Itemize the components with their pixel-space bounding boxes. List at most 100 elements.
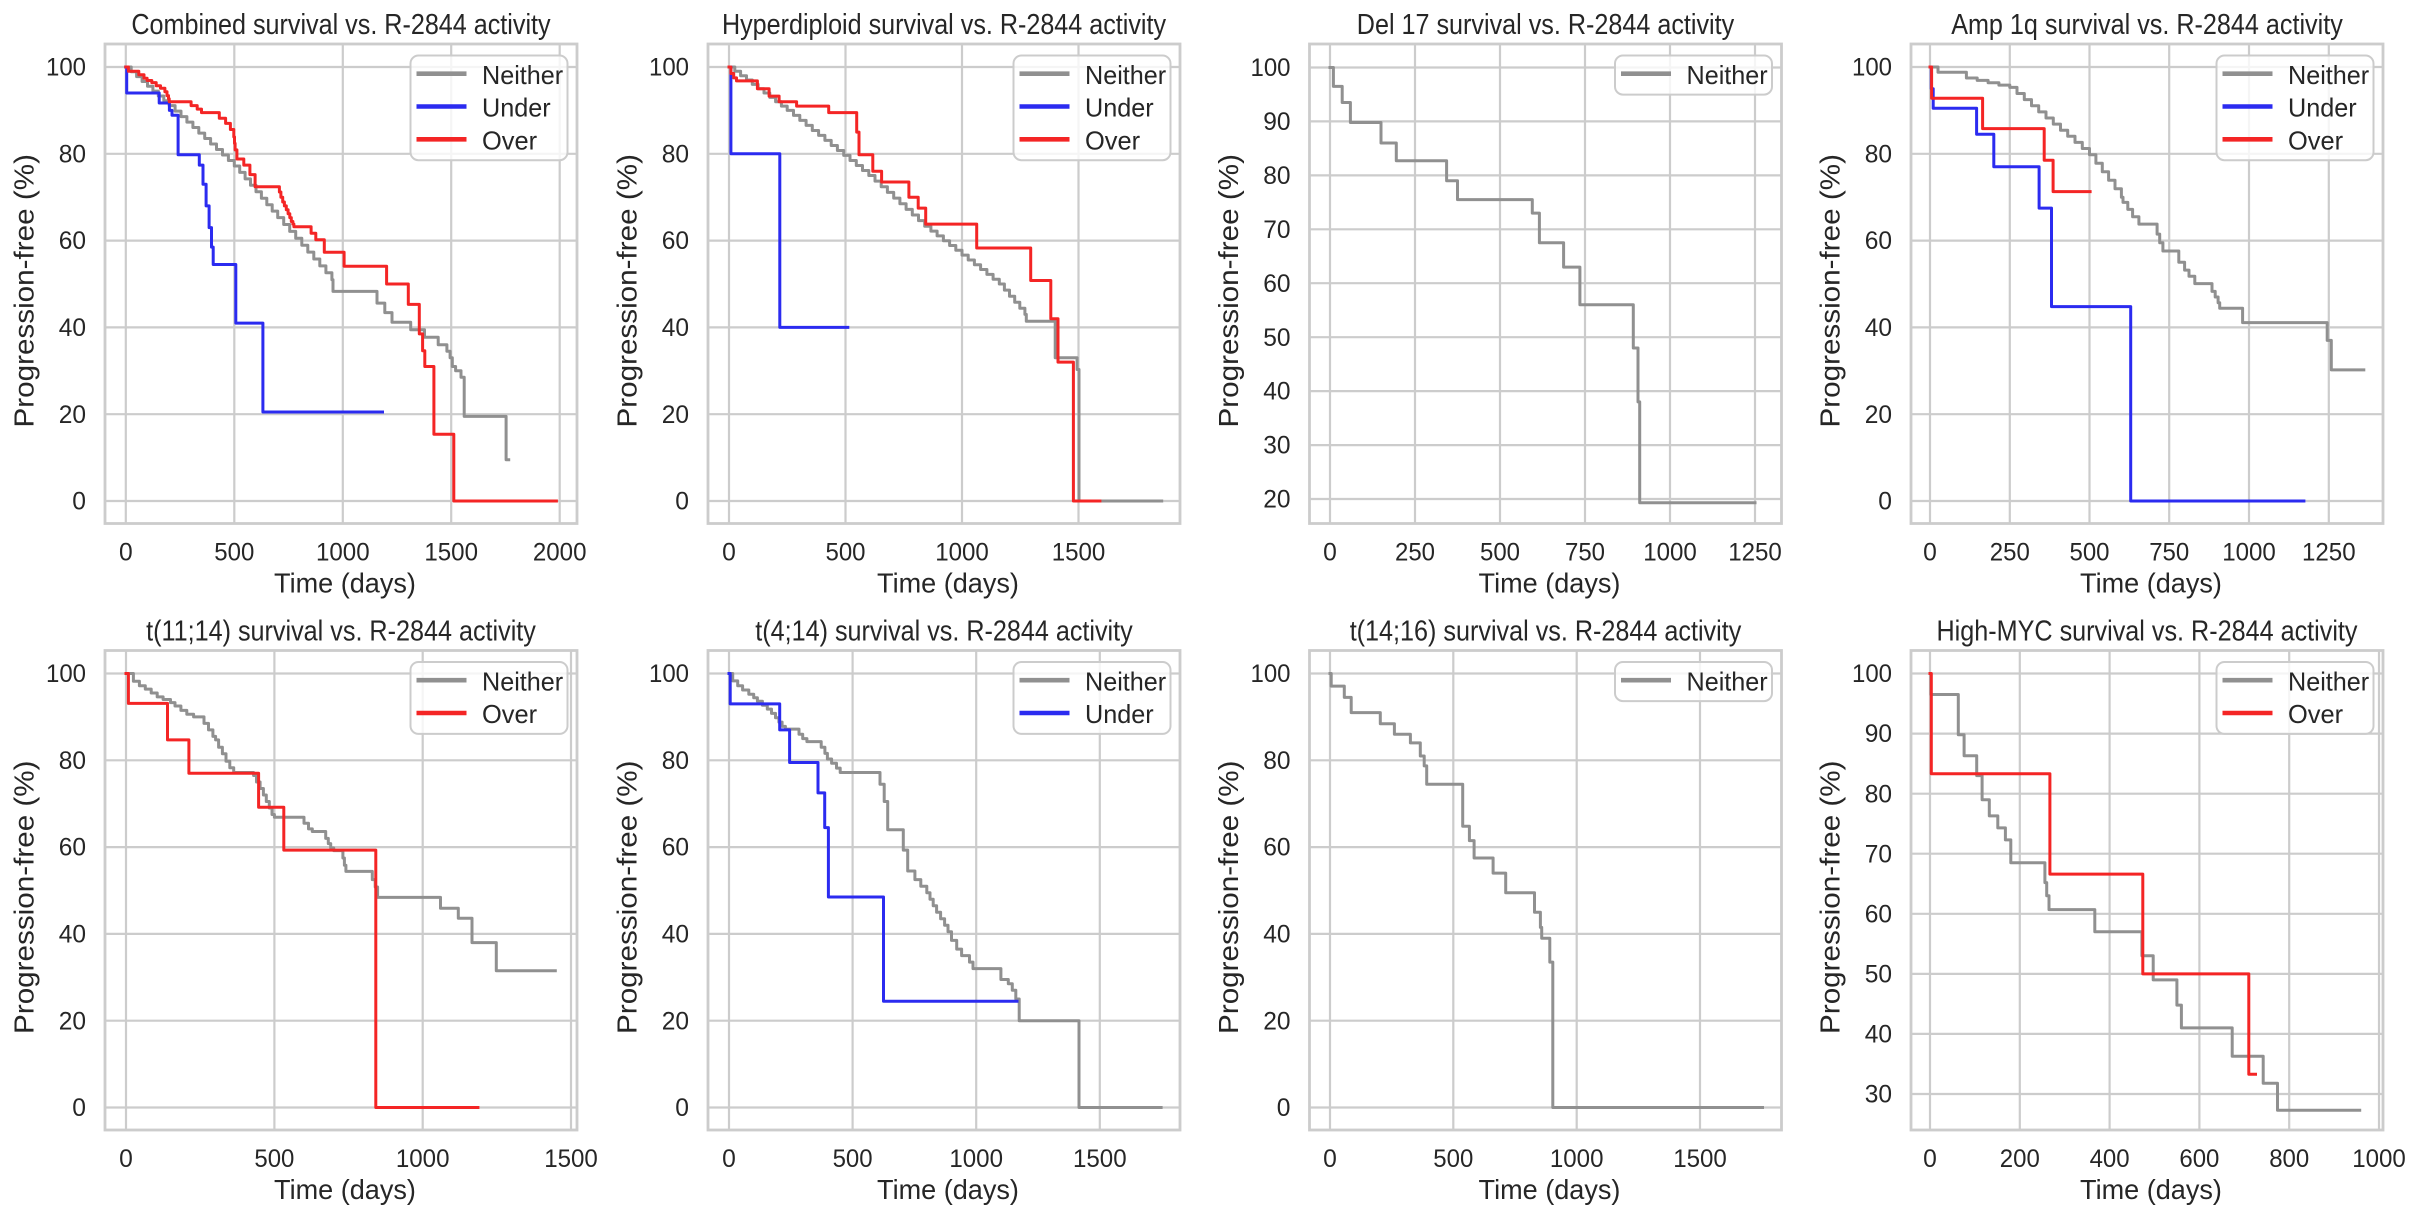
- svg-text:Neither: Neither: [1687, 60, 1769, 90]
- svg-text:Progression-free (%): Progression-free (%): [9, 760, 40, 1033]
- svg-text:1250: 1250: [1728, 540, 1782, 567]
- svg-text:1000: 1000: [1550, 1146, 1604, 1173]
- svg-text:80: 80: [59, 748, 86, 775]
- svg-text:Neither: Neither: [1085, 60, 1167, 90]
- svg-text:1250: 1250: [2302, 540, 2356, 567]
- svg-text:Progression-free (%): Progression-free (%): [1213, 154, 1244, 428]
- svg-text:1000: 1000: [949, 1146, 1003, 1173]
- svg-text:Time (days): Time (days): [877, 568, 1019, 599]
- svg-text:Neither: Neither: [1085, 666, 1167, 696]
- svg-text:500: 500: [1480, 540, 1520, 567]
- svg-text:Under: Under: [1085, 93, 1154, 123]
- svg-text:0: 0: [1323, 1146, 1337, 1173]
- svg-text:40: 40: [1865, 1022, 1892, 1049]
- svg-text:Time (days): Time (days): [1479, 1174, 1621, 1205]
- svg-text:500: 500: [2070, 540, 2110, 567]
- svg-text:80: 80: [1263, 748, 1290, 775]
- svg-text:20: 20: [59, 1008, 86, 1035]
- svg-text:30: 30: [1865, 1082, 1892, 1109]
- svg-text:20: 20: [1263, 1008, 1290, 1035]
- svg-text:Under: Under: [1085, 699, 1154, 729]
- svg-text:100: 100: [46, 55, 86, 82]
- svg-text:40: 40: [1263, 922, 1290, 949]
- svg-text:100: 100: [649, 55, 689, 82]
- svg-text:500: 500: [833, 1146, 873, 1173]
- svg-text:Neither: Neither: [482, 666, 564, 696]
- svg-text:70: 70: [1263, 217, 1290, 244]
- svg-text:100: 100: [1852, 55, 1892, 82]
- svg-text:0: 0: [1878, 489, 1892, 516]
- svg-text:1500: 1500: [544, 1146, 598, 1173]
- svg-text:50: 50: [1263, 325, 1290, 352]
- svg-text:Over: Over: [2288, 699, 2343, 729]
- svg-text:0: 0: [1323, 540, 1337, 567]
- svg-text:1500: 1500: [424, 540, 478, 567]
- svg-text:Time (days): Time (days): [877, 1174, 1019, 1205]
- svg-text:Progression-free (%): Progression-free (%): [1213, 760, 1244, 1033]
- svg-text:0: 0: [675, 1095, 689, 1122]
- svg-text:20: 20: [59, 402, 86, 429]
- svg-text:60: 60: [1263, 271, 1290, 298]
- svg-text:Progression-free (%): Progression-free (%): [612, 760, 643, 1033]
- svg-text:t(11;14) survival vs. R-2844 a: t(11;14) survival vs. R-2844 activity: [146, 615, 537, 647]
- svg-text:t(14;16) survival vs. R-2844 a: t(14;16) survival vs. R-2844 activity: [1350, 615, 1742, 647]
- svg-text:1000: 1000: [1643, 540, 1697, 567]
- svg-text:100: 100: [649, 661, 689, 688]
- svg-text:Amp 1q survival vs. R-2844 act: Amp 1q survival vs. R-2844 activity: [1951, 8, 2343, 40]
- svg-text:1500: 1500: [1052, 540, 1106, 567]
- svg-text:Progression-free (%): Progression-free (%): [612, 154, 643, 428]
- svg-text:High-MYC survival vs. R-2844 a: High-MYC survival vs. R-2844 activity: [1937, 615, 2359, 647]
- svg-text:40: 40: [1865, 315, 1892, 342]
- svg-text:Under: Under: [2288, 93, 2357, 123]
- svg-text:60: 60: [59, 228, 86, 255]
- svg-text:200: 200: [2000, 1146, 2040, 1173]
- svg-text:60: 60: [1865, 901, 1892, 928]
- svg-text:Time (days): Time (days): [1479, 568, 1621, 599]
- svg-text:1000: 1000: [935, 540, 989, 567]
- svg-text:100: 100: [46, 661, 86, 688]
- svg-text:0: 0: [1923, 1146, 1937, 1173]
- svg-text:Neither: Neither: [2288, 60, 2370, 90]
- svg-text:100: 100: [1251, 661, 1291, 688]
- svg-text:0: 0: [722, 1146, 736, 1173]
- svg-text:40: 40: [662, 922, 689, 949]
- svg-text:Hyperdiploid survival vs. R-28: Hyperdiploid survival vs. R-2844 activit…: [722, 8, 1167, 40]
- svg-text:80: 80: [1263, 163, 1290, 190]
- svg-text:90: 90: [1263, 109, 1290, 136]
- svg-text:50: 50: [1865, 962, 1892, 989]
- svg-text:70: 70: [1865, 841, 1892, 868]
- svg-text:40: 40: [59, 315, 86, 342]
- svg-text:80: 80: [1865, 781, 1892, 808]
- svg-text:80: 80: [662, 141, 689, 168]
- svg-text:60: 60: [1865, 228, 1892, 255]
- svg-text:Progression-free (%): Progression-free (%): [1815, 154, 1846, 428]
- svg-text:Neither: Neither: [1687, 666, 1769, 696]
- svg-text:1500: 1500: [1673, 1146, 1727, 1173]
- svg-text:0: 0: [722, 540, 736, 567]
- svg-text:Over: Over: [482, 699, 537, 729]
- svg-text:Neither: Neither: [482, 60, 564, 90]
- svg-text:750: 750: [2149, 540, 2189, 567]
- svg-text:800: 800: [2269, 1146, 2309, 1173]
- svg-text:1000: 1000: [396, 1146, 450, 1173]
- svg-text:60: 60: [59, 835, 86, 862]
- svg-text:400: 400: [2090, 1146, 2130, 1173]
- svg-text:80: 80: [1865, 141, 1892, 168]
- svg-text:1500: 1500: [1073, 1146, 1127, 1173]
- svg-text:600: 600: [2179, 1146, 2219, 1173]
- svg-text:2000: 2000: [533, 540, 587, 567]
- svg-text:Time (days): Time (days): [274, 568, 416, 599]
- svg-text:40: 40: [1263, 379, 1290, 406]
- svg-text:60: 60: [1263, 835, 1290, 862]
- svg-text:80: 80: [662, 748, 689, 775]
- svg-text:30: 30: [1263, 433, 1290, 460]
- svg-text:Over: Over: [1085, 126, 1140, 156]
- svg-text:Progression-free (%): Progression-free (%): [9, 154, 40, 428]
- svg-text:40: 40: [59, 922, 86, 949]
- svg-text:Combined survival vs. R-2844 a: Combined survival vs. R-2844 activity: [131, 8, 551, 40]
- svg-text:Time (days): Time (days): [2080, 568, 2222, 599]
- svg-text:1000: 1000: [316, 540, 370, 567]
- svg-text:Progression-free (%): Progression-free (%): [1815, 760, 1846, 1033]
- svg-text:60: 60: [662, 835, 689, 862]
- svg-text:250: 250: [1395, 540, 1435, 567]
